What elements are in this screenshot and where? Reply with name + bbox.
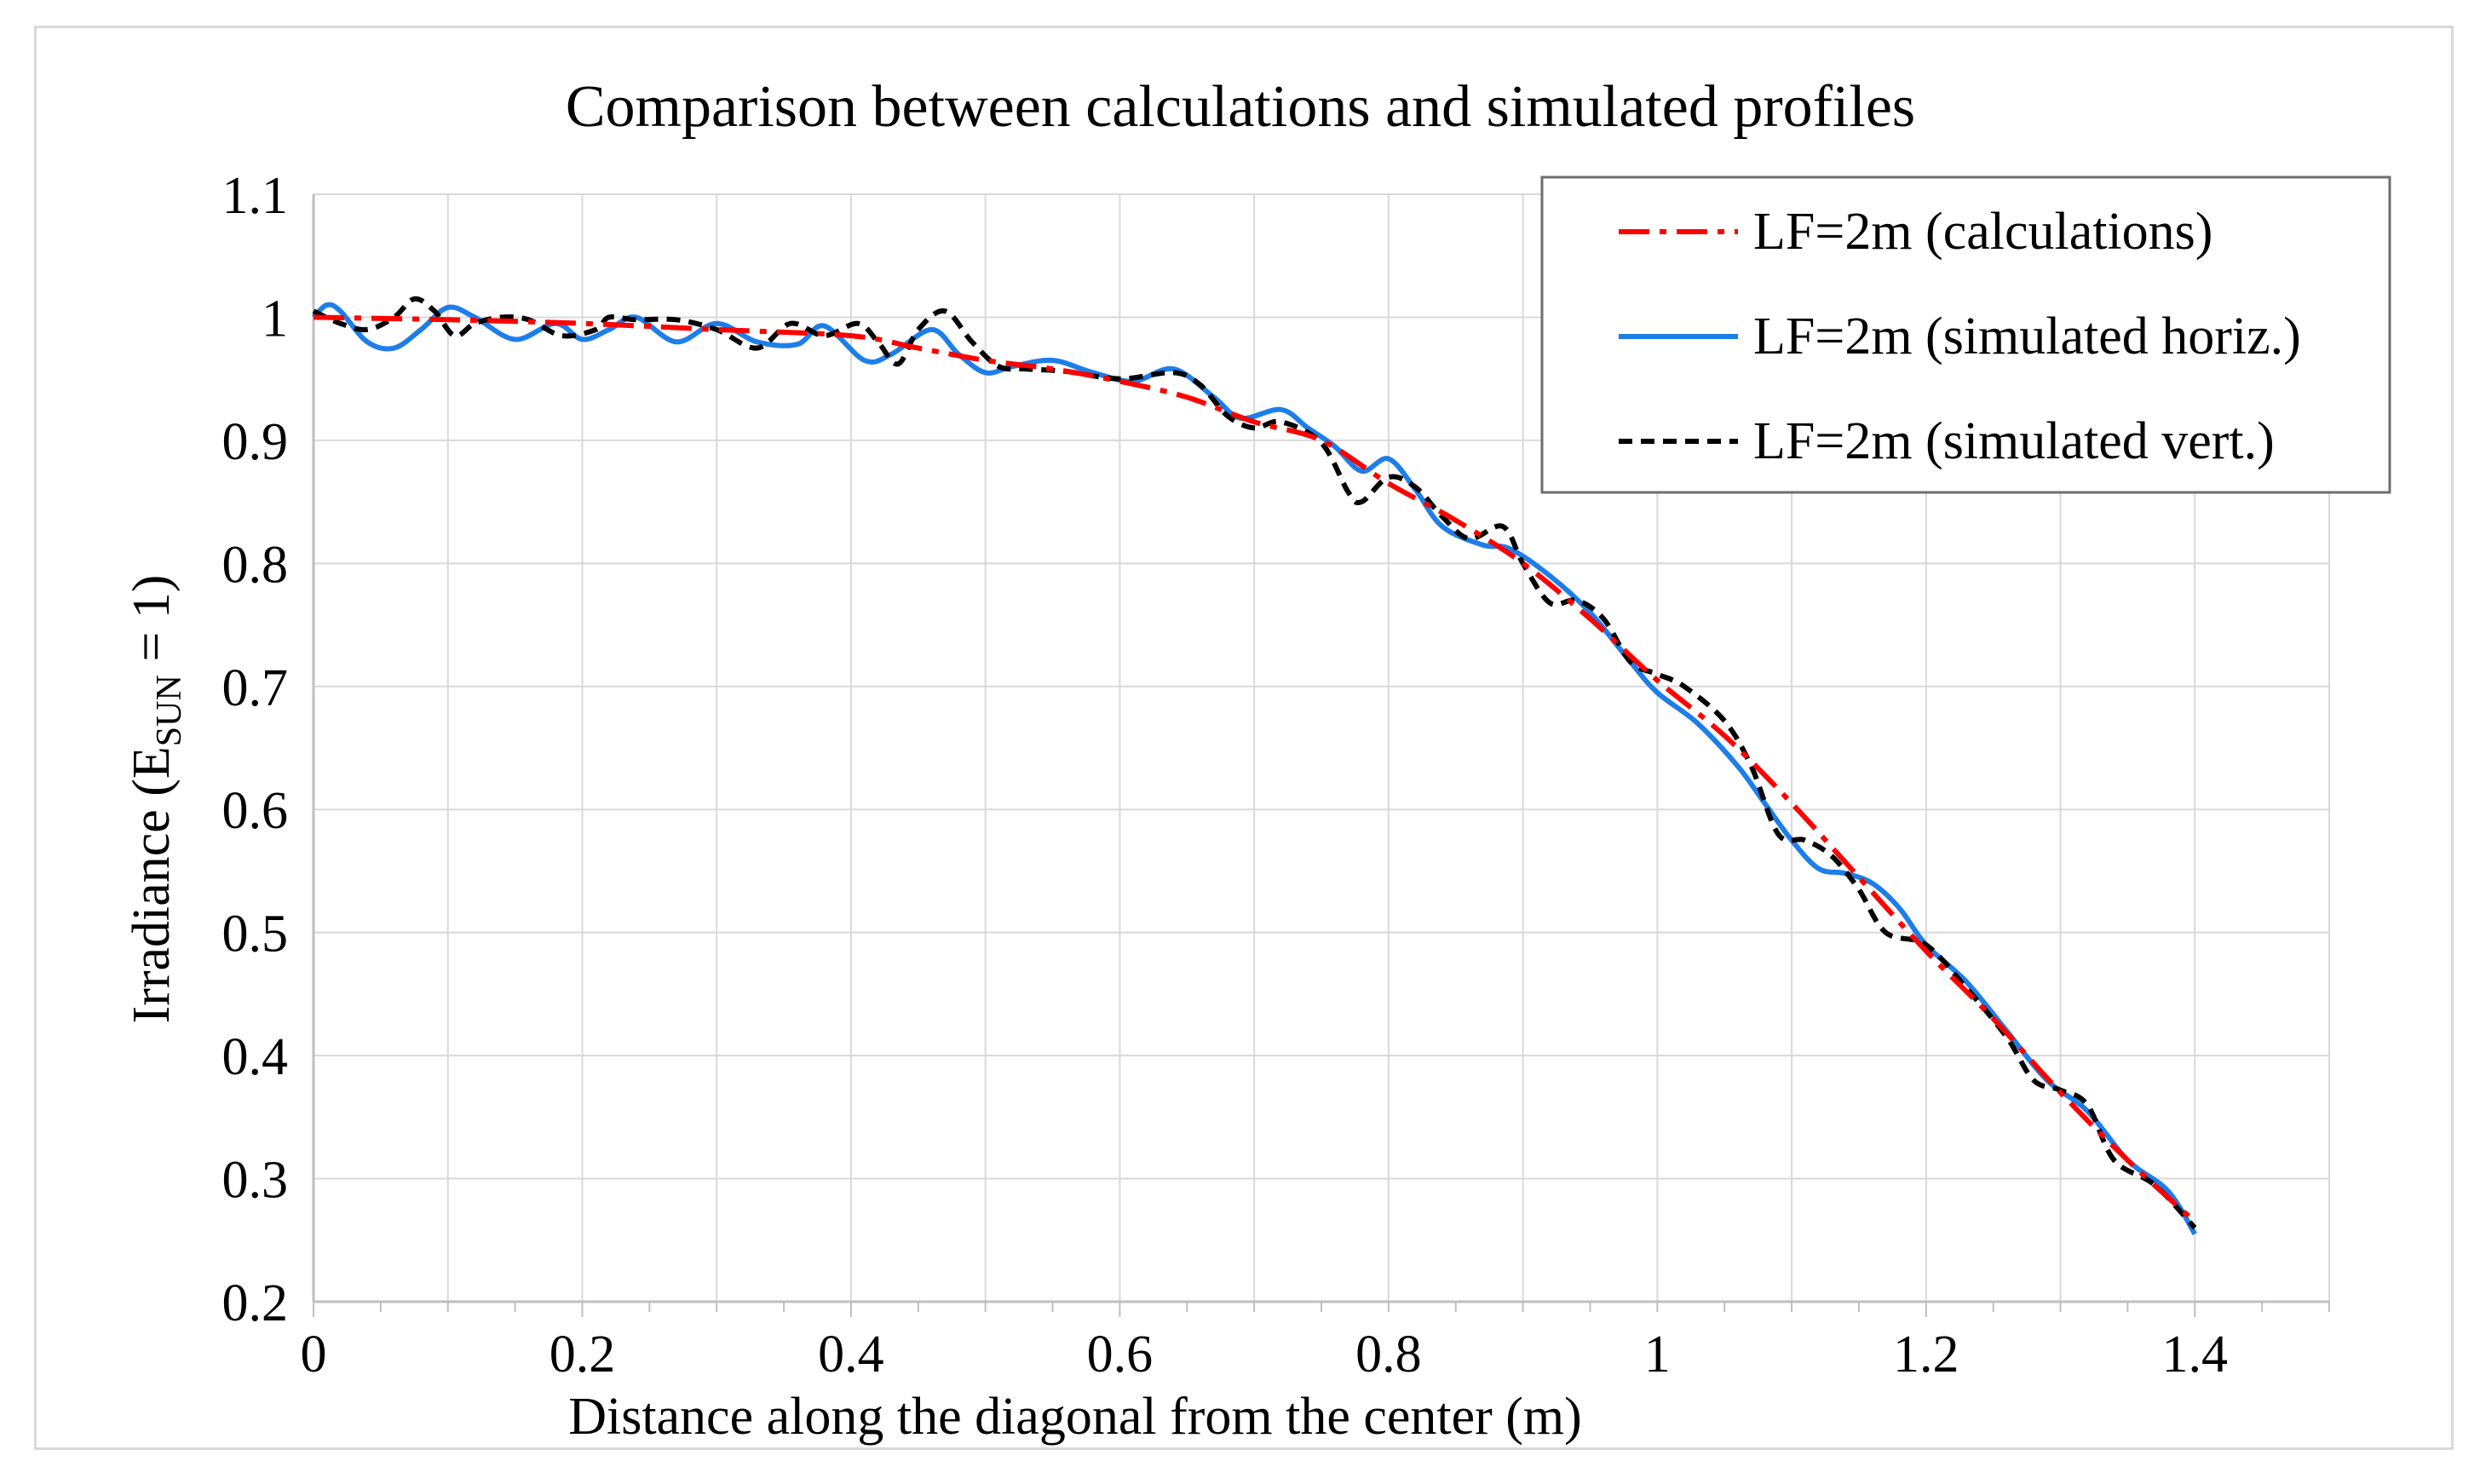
- y-axis-label-tail: = 1): [123, 575, 181, 676]
- x-tick-label: 0: [301, 1326, 327, 1383]
- series-simulated-vert: [312, 296, 2197, 1230]
- y-tick-label: 0.5: [222, 906, 289, 963]
- y-axis-label-main: Irradiance (E: [123, 746, 181, 1023]
- series: [311, 296, 2197, 1236]
- y-tick-label: 0.2: [222, 1274, 289, 1332]
- legend: LF=2m (calculations) LF=2m (simulated ho…: [1540, 175, 2391, 494]
- y-tick-label: 0.7: [222, 659, 289, 717]
- y-tick-label: 0.6: [222, 782, 289, 840]
- chart-title: Comparison between calculations and simu…: [566, 74, 1915, 140]
- x-tick-label: 1: [1644, 1326, 1671, 1383]
- legend-label-simulated-horiz: LF=2m (simulated horiz.): [1753, 308, 2301, 365]
- x-axis-label: Distance along the diagonal from the cen…: [568, 1388, 1582, 1446]
- x-tick-label: 1.2: [1893, 1326, 1959, 1383]
- x-tick-label: 0.8: [1355, 1326, 1422, 1383]
- y-tick-label: 0.8: [222, 536, 289, 594]
- y-tick-label: 1.1: [222, 167, 289, 225]
- x-tick-label: 1.4: [2162, 1326, 2229, 1383]
- x-tick-label: 0.6: [1087, 1326, 1154, 1383]
- y-axis-label: Irradiance (ESUN = 1): [123, 575, 189, 1024]
- y-axis-label-sub: SUN: [150, 675, 189, 746]
- axes: [312, 194, 2330, 1317]
- y-tick-label: 0.4: [222, 1028, 289, 1086]
- x-tick-label: 0.4: [818, 1326, 884, 1383]
- y-tick-label: 1: [262, 290, 288, 348]
- legend-label-simulated-vert: LF=2m (simulated vert.): [1753, 412, 2275, 470]
- y-tick-label: 0.9: [222, 413, 289, 471]
- y-tick-label: 0.3: [222, 1152, 289, 1210]
- tick-labels: 0.20.30.40.50.60.70.80.911.10 0.2 0.4 0.6 0.…: [222, 167, 2229, 1383]
- series-calculations: [313, 314, 2197, 1224]
- legend-label-calculations: LF=2m (calculations): [1753, 203, 2212, 261]
- x-tick-label: 0.2: [550, 1326, 616, 1383]
